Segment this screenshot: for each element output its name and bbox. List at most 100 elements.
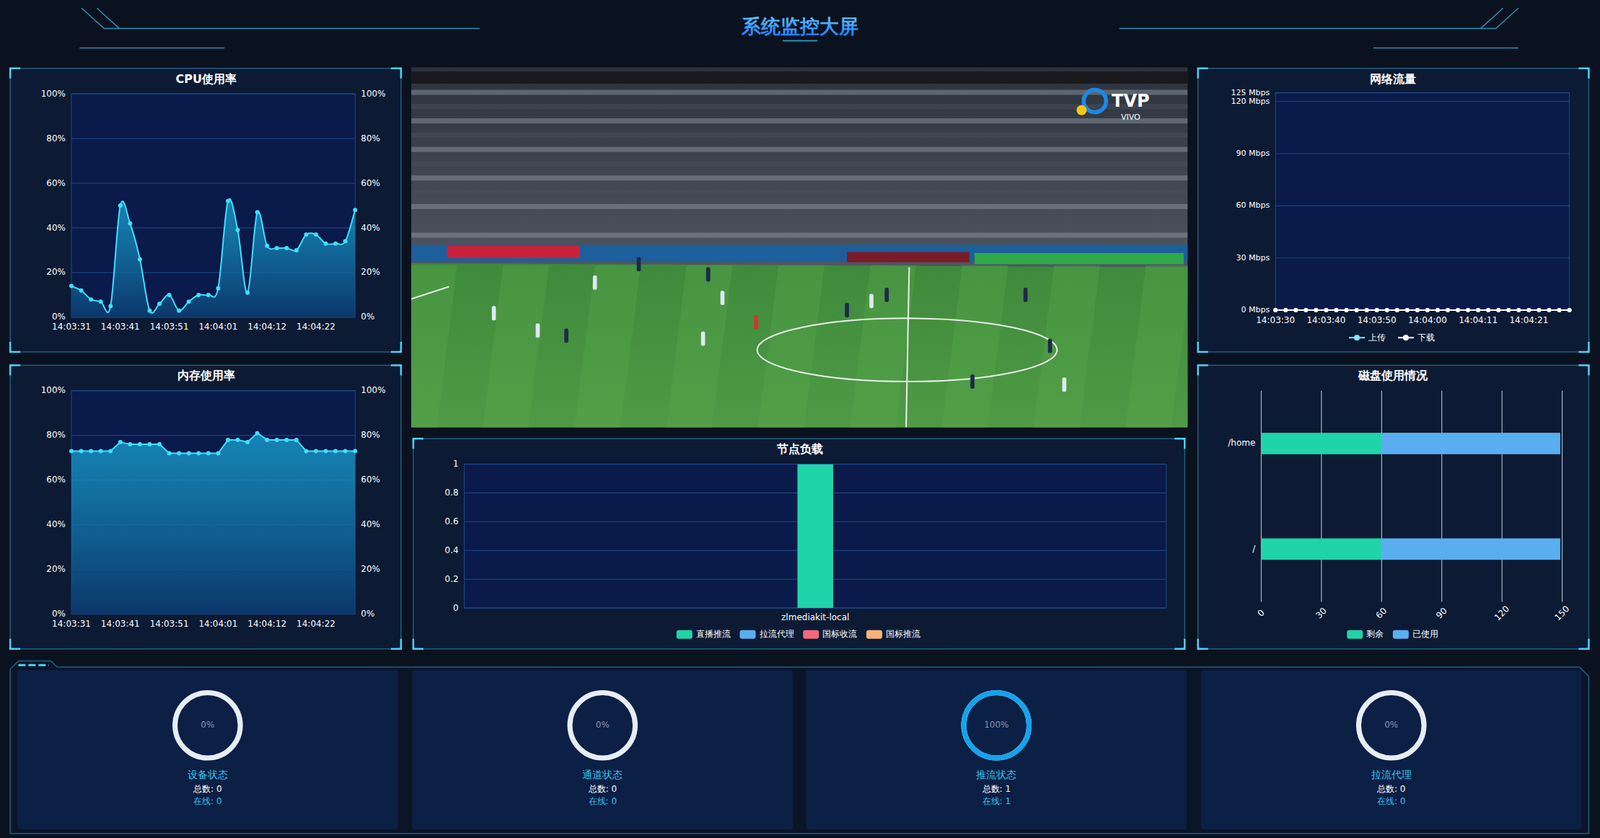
marker [1465,308,1471,313]
marker [1516,308,1521,313]
marker [215,286,221,291]
marker [343,239,348,244]
x-tick-label: 120 [1492,603,1512,623]
panel-frame [10,365,402,649]
y-tick-label: 0% [51,608,66,619]
y2-tick-label: 40% [360,519,381,530]
video-ad [447,245,580,259]
marker [294,248,299,253]
video-stripe [942,265,1009,428]
header-decor [96,7,120,29]
grid-line [1275,257,1569,259]
panel-frame [1198,68,1590,353]
marker [69,448,74,454]
marker [1395,308,1400,313]
x-tick-label: 14:04:22 [296,321,336,332]
video-player [970,374,975,389]
x-tick-label: 14:04:12 [247,321,287,332]
grid-line [1275,205,1569,207]
panel-corner [1198,639,1209,650]
marker [1435,308,1440,313]
card-bg [411,670,793,830]
marker [333,241,338,246]
grid-line [1381,390,1383,603]
panel-corner [413,639,424,650]
ring-track [175,692,241,759]
status-area: 0%设备状态总数: 0在线: 00%通道状态总数: 0在线: 0100%推流状态… [10,661,1589,834]
y-tick-label: 40% [46,222,66,234]
marker [88,448,94,454]
marker [245,290,250,296]
marker [352,207,358,213]
card-bg [1201,670,1582,830]
video-logo-dot [1076,105,1087,116]
legend-label: 拉流代理 [759,629,795,640]
marker [98,299,104,304]
marker [1344,308,1349,313]
panel-corner [10,341,21,353]
area [71,199,355,318]
marker [176,308,182,314]
marker [323,241,329,246]
marker [176,451,182,456]
plot-area [1275,93,1569,311]
page-title: 系统监控大屏 [740,15,859,38]
marker [137,256,143,262]
chart-title: 内存使用率 [177,368,236,383]
card-bg [17,670,399,830]
header: 系统监控大屏 [79,7,1519,48]
card-title: 推流状态 [976,768,1017,781]
y-tick-label: 60% [46,474,66,485]
panel [10,365,402,649]
marker [1374,308,1380,313]
grid-line [1561,390,1563,603]
marker [1354,308,1360,313]
video-player [701,331,706,347]
ring-progress [175,692,241,759]
ring-track [1358,692,1424,759]
bar [797,464,834,466]
video-player [564,328,569,343]
card-total: 总数: 0 [1376,784,1406,795]
marker [1293,308,1298,313]
marker [255,431,260,436]
marker [1506,308,1511,313]
bar [797,464,834,609]
marker [137,442,143,447]
marker [313,448,319,454]
video-stripe [1033,265,1101,428]
grid-line [1275,92,1569,94]
marker [303,448,309,454]
video-stripe [758,265,825,428]
marker [1385,308,1390,313]
marker [1516,308,1521,313]
panel [1198,365,1590,649]
video-player [491,305,497,321]
bar [1381,432,1561,455]
marker [1385,308,1390,313]
marker [206,292,211,298]
video-player [1062,377,1067,392]
status-card: 0%通道状态总数: 0在线: 0 [411,670,793,830]
x-tick-label: 150 [1552,603,1572,623]
header-decor [1373,47,1519,50]
status-card: 0%设备状态总数: 0在线: 0 [17,670,399,830]
chart: CPU使用率0%20%40%60%80%100%0%20%40%60%80%10… [41,72,386,333]
marker [1333,308,1339,313]
marker [1486,308,1491,313]
marker [274,437,280,443]
video-crowd-row [411,204,1188,210]
status-frame [10,661,1589,834]
x-tick-label: 14:04:00 [1408,315,1448,326]
marker [88,297,94,302]
chart: 网络流量0 Mbps30 Mbps60 Mbps90 Mbps120 Mbps1… [1230,72,1572,343]
y-tick-label: 60% [46,178,66,189]
chart-title: 网络流量 [1369,72,1417,86]
video-ad [846,251,970,262]
y2-tick-label: 20% [360,564,381,575]
legend-marker [1403,334,1409,341]
panel-frame [10,68,402,353]
video: TVPVIVO [411,67,1188,428]
card-online: 在线: 0 [1377,796,1406,807]
grid-line [71,183,355,184]
